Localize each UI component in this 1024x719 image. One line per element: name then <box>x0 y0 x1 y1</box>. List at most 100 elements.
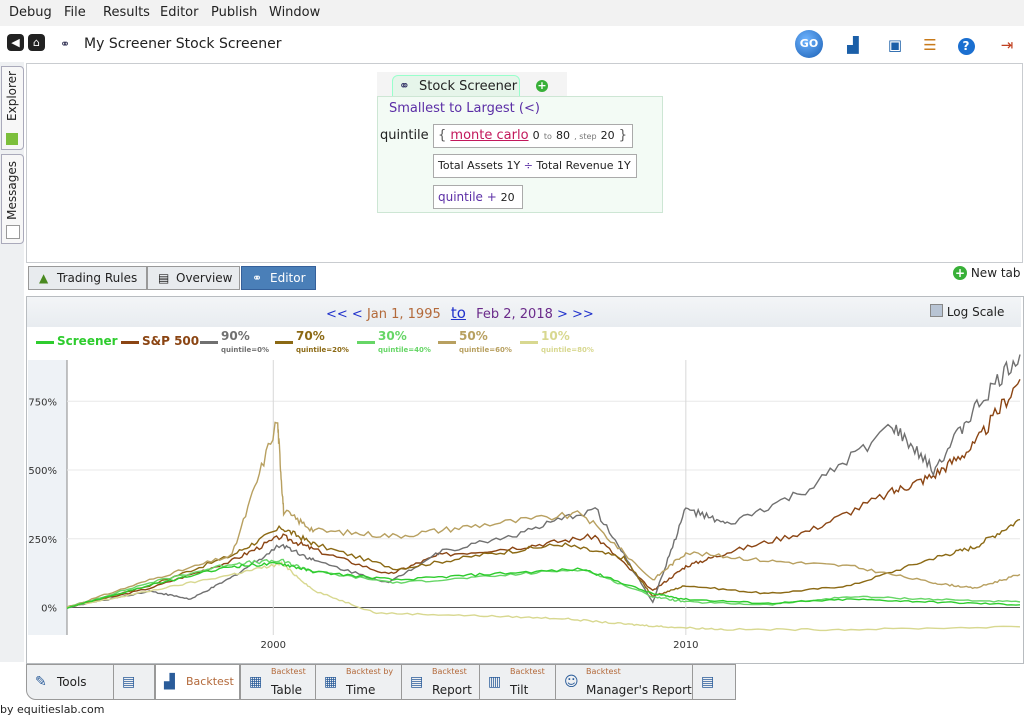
explorer-tab[interactable]: Explorer <box>1 66 24 150</box>
menu-debug[interactable]: Debug <box>9 5 52 20</box>
menu-results[interactable]: Results <box>103 5 150 20</box>
new-tab-label: New tab <box>970 266 1021 280</box>
series-line-30- <box>66 558 1021 609</box>
new-tab-button[interactable]: + New tab <box>953 266 1021 280</box>
legend-item-label[interactable]: S&P 500 <box>142 334 200 348</box>
prev-date-button[interactable]: << < <box>326 307 363 322</box>
legend-swatch <box>357 341 375 344</box>
date-range: << < Jan 1, 1995 to Feb 2, 2018 > >> <box>326 304 594 322</box>
factor-b[interactable]: Total Revenue 1Y <box>536 159 631 172</box>
y-tick-label: 500% <box>28 466 57 477</box>
x-tick-label: 2010 <box>673 640 698 651</box>
quintile-var[interactable]: quintile <box>438 190 483 204</box>
legend-item-label[interactable]: 30% <box>378 329 407 343</box>
ratio-chip[interactable]: Total Assets 1Y ÷ Total Revenue 1Y <box>433 154 637 178</box>
legend-swatch <box>520 341 538 344</box>
monte-carlo-chip[interactable]: { monte carlo 0 to 80 , step 20 } <box>433 124 633 148</box>
series-line-s-p-500 <box>66 378 1021 609</box>
explorer-icon <box>6 133 18 145</box>
stock-screener-tab[interactable]: ⚭ Stock Screener <box>392 75 520 97</box>
bottom-tab[interactable]: ▤ <box>113 664 155 700</box>
divide-operator[interactable]: ÷ <box>523 159 533 172</box>
bottom-tab[interactable]: ☺ Backtest Manager's Report <box>555 664 693 700</box>
series-line-screener <box>66 561 1021 609</box>
menu-editor[interactable]: Editor <box>160 5 199 20</box>
mc-step[interactable]: 20 <box>600 129 615 142</box>
date-to-link[interactable]: to <box>450 304 466 322</box>
bottom-tab-sublabel: Backtest <box>271 667 306 676</box>
sort-order[interactable]: Smallest to Largest (<) <box>389 101 540 116</box>
quintile-plus-chip[interactable]: quintile + 20 <box>433 185 523 209</box>
window-title: My Screener Stock Screener <box>84 36 282 52</box>
mc-to[interactable]: 80 <box>555 129 570 142</box>
bottom-tab[interactable]: ✎ Tools <box>26 664 114 700</box>
legend-swatch <box>121 341 139 344</box>
time-icon: ▦ <box>324 674 338 690</box>
bottom-tab[interactable]: ▟ Backtest <box>155 664 240 700</box>
legend-item-label[interactable]: 70% <box>296 329 325 343</box>
rule-name-text: quintile <box>380 128 429 143</box>
tab-trading-rules[interactable]: ▲ Trading Rules <box>28 266 147 290</box>
trading-rules-icon: ▲ <box>39 271 49 285</box>
table-icon: ▦ <box>249 674 263 690</box>
trading-rules-label: Trading Rules <box>57 271 138 285</box>
menu-bar: Debug File Results Editor Publish Window <box>0 0 1024 26</box>
tilt-icon: ▥ <box>488 674 502 690</box>
series-line-70- <box>66 518 1021 608</box>
menu-publish[interactable]: Publish <box>211 5 258 20</box>
home-icon[interactable]: ⌂ <box>28 34 45 51</box>
legend-item-label[interactable]: Screener <box>57 334 118 348</box>
bottom-tab-sublabel: Backtest <box>510 667 545 676</box>
bottom-tab[interactable]: ▦ Backtest by Time <box>315 664 402 700</box>
legend-item-sub: quintile=20% <box>296 346 349 354</box>
y-tick-label: 750% <box>28 397 57 408</box>
tab-editor[interactable]: ⚭ Editor <box>241 266 316 290</box>
stock-screener-tab-label: Stock Screener <box>419 79 518 94</box>
help-icon[interactable]: ? <box>957 38 975 55</box>
x-tick-label: 2000 <box>261 640 286 651</box>
bottom-tab[interactable]: ▥ Backtest Tilt <box>479 664 556 700</box>
tab-overview[interactable]: ▤ Overview <box>147 266 240 290</box>
overview-label: Overview <box>176 271 233 285</box>
log-scale-toggle[interactable]: Log Scale <box>930 304 1004 319</box>
footer-credit: by equitieslab.com <box>0 703 105 716</box>
plus-operator[interactable]: + <box>486 190 497 204</box>
start-date[interactable]: Jan 1, 1995 <box>366 307 441 322</box>
legend-item-label[interactable]: 90% <box>221 329 250 343</box>
log-scale-checkbox[interactable] <box>930 304 943 317</box>
mc-step-word: , step <box>574 132 597 141</box>
save-icon[interactable]: ▣ <box>887 36 903 54</box>
brace-open: { <box>438 128 447 143</box>
legend-swatch <box>36 341 54 344</box>
spreadsheet-icon: ▤ <box>701 674 715 690</box>
messages-tab[interactable]: Messages <box>1 154 24 244</box>
bottom-tab-label: Tilt <box>510 683 529 697</box>
list-icon[interactable]: ☰ <box>923 36 937 54</box>
exit-icon[interactable]: ⇥ <box>1000 36 1014 54</box>
legend-item-sub: quintile=40% <box>378 346 431 354</box>
menu-file[interactable]: File <box>64 5 86 20</box>
chart-icon[interactable]: ▟ <box>847 36 859 54</box>
series-line-90- <box>66 354 1021 609</box>
bottom-tab[interactable]: ▤ <box>692 664 736 700</box>
plus-value[interactable]: 20 <box>500 191 515 204</box>
legend-item-label[interactable]: 50% <box>459 329 488 343</box>
y-tick-label: 0% <box>41 604 57 615</box>
report-icon: ▤ <box>410 674 424 690</box>
go-button[interactable]: GO <box>795 30 823 58</box>
next-date-button[interactable]: > >> <box>557 307 594 322</box>
menu-window[interactable]: Window <box>269 5 321 20</box>
bottom-tab[interactable]: ▦ Backtest Table <box>240 664 316 700</box>
legend-item-sub: quintile=80% <box>541 346 594 354</box>
bottom-tab[interactable]: ▤ Backtest Report <box>401 664 480 700</box>
end-date[interactable]: Feb 2, 2018 <box>476 307 553 322</box>
overview-icon: ▤ <box>158 271 170 285</box>
back-icon[interactable]: ◀ <box>7 34 24 51</box>
bottom-tab-label: Table <box>271 683 303 697</box>
legend-item-label[interactable]: 10% <box>541 329 570 343</box>
monte-carlo-link[interactable]: monte carlo <box>450 128 529 143</box>
factor-a[interactable]: Total Assets 1Y <box>438 159 521 172</box>
mc-from[interactable]: 0 <box>532 129 540 142</box>
add-tab-icon[interactable]: + <box>536 79 548 92</box>
